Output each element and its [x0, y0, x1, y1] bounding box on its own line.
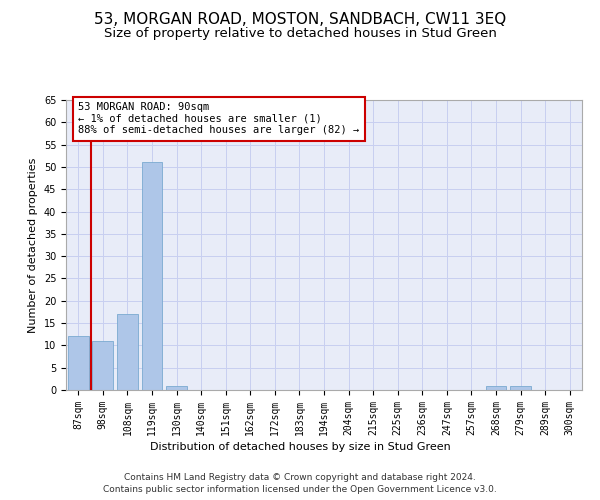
Bar: [68, 336, 89, 390]
Text: Contains HM Land Registry data © Crown copyright and database right 2024.: Contains HM Land Registry data © Crown c…: [124, 472, 476, 482]
Bar: [166, 386, 187, 390]
Bar: [142, 162, 163, 390]
Text: Size of property relative to detached houses in Stud Green: Size of property relative to detached ho…: [104, 28, 496, 40]
Bar: [117, 314, 138, 390]
Y-axis label: Number of detached properties: Number of detached properties: [28, 158, 38, 332]
Bar: [485, 386, 506, 390]
Text: Distribution of detached houses by size in Stud Green: Distribution of detached houses by size …: [149, 442, 451, 452]
Text: 53, MORGAN ROAD, MOSTON, SANDBACH, CW11 3EQ: 53, MORGAN ROAD, MOSTON, SANDBACH, CW11 …: [94, 12, 506, 28]
Bar: [92, 341, 113, 390]
Text: 53 MORGAN ROAD: 90sqm
← 1% of detached houses are smaller (1)
88% of semi-detach: 53 MORGAN ROAD: 90sqm ← 1% of detached h…: [78, 102, 359, 136]
Bar: [510, 386, 531, 390]
Text: Contains public sector information licensed under the Open Government Licence v3: Contains public sector information licen…: [103, 485, 497, 494]
